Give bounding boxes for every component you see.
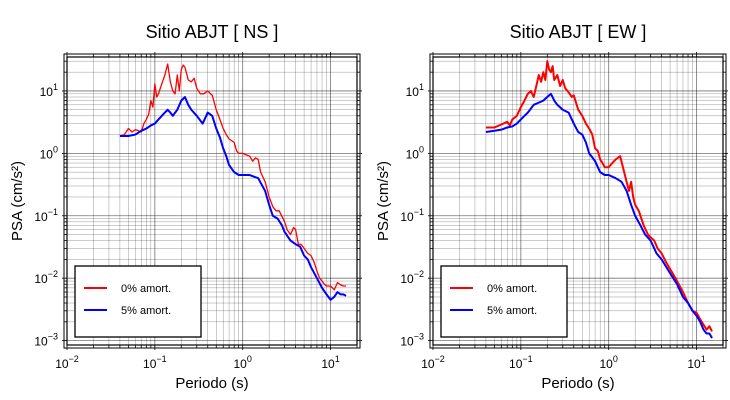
y-tick-label-base: 10 — [400, 272, 414, 286]
y-tick-label-base: 10 — [406, 147, 420, 161]
series-line-1 — [485, 92, 713, 339]
plot-frame — [66, 56, 358, 346]
x-tick-label: 10−2 — [55, 354, 79, 371]
y-tick-label-base: 10 — [400, 210, 414, 224]
y-tick-label: 101 — [40, 82, 58, 99]
y-axis-label: PSA (cm/s²) — [9, 161, 26, 241]
y-tick-label-base: 10 — [40, 85, 54, 99]
x-tick-label-exp: −2 — [69, 354, 79, 364]
x-tick-label: 100 — [600, 354, 618, 371]
y-tick-label-base: 10 — [400, 335, 414, 349]
y-tick-label: 100 — [406, 144, 424, 161]
chart-title: Sitio ABJT [ EW ] — [510, 22, 647, 42]
x-tick-label-exp: 1 — [335, 354, 340, 364]
x-tick-label-exp: −1 — [522, 354, 532, 364]
plot-frame-outer — [429, 53, 727, 349]
x-tick-label-exp: −2 — [435, 354, 445, 364]
y-tick-label: 10−3 — [400, 332, 424, 349]
x-tick-label-base: 10 — [421, 357, 435, 371]
x-tick-label: 10−1 — [509, 354, 533, 371]
x-tick-label-exp: −1 — [156, 354, 166, 364]
legend-label-1: 5% amort. — [487, 305, 537, 317]
plot-frame-outer — [63, 53, 361, 349]
y-tick-label-exp: 1 — [53, 82, 58, 92]
y-tick-label: 10−1 — [400, 207, 424, 224]
y-tick-label-exp: −1 — [48, 207, 58, 217]
y-tick-label: 101 — [406, 82, 424, 99]
y-tick-label-base: 10 — [34, 335, 48, 349]
series-line-1 — [119, 96, 347, 301]
legend-label-1: 5% amort. — [121, 305, 171, 317]
x-tick-label-base: 10 — [234, 357, 248, 371]
x-tick-label-base: 10 — [321, 357, 335, 371]
x-tick-label: 10−1 — [143, 354, 167, 371]
y-tick-label: 10−3 — [34, 332, 58, 349]
x-axis-label: Periodo (s) — [541, 375, 614, 392]
y-tick-label-exp: 0 — [419, 144, 424, 154]
y-tick-label: 10−1 — [34, 207, 58, 224]
y-tick-label-exp: 1 — [419, 82, 424, 92]
y-tick-label-base: 10 — [34, 272, 48, 286]
y-tick-label-exp: −2 — [414, 269, 424, 279]
x-tick-label-exp: 1 — [701, 354, 706, 364]
legend: 0% amort. 5% amort. — [74, 265, 202, 338]
legend-label-0: 0% amort. — [121, 283, 171, 295]
legend-box — [440, 265, 568, 338]
y-tick-label-base: 10 — [406, 85, 420, 99]
y-axis-label: PSA (cm/s²) — [375, 161, 392, 241]
legend-label-0: 0% amort. — [487, 283, 537, 295]
chart-title: Sitio ABJT [ NS ] — [146, 22, 279, 42]
series-line-0 — [485, 60, 713, 332]
legend: 0% amort. 5% amort. — [440, 265, 568, 338]
legend-box — [74, 265, 202, 338]
y-tick-label-exp: −3 — [48, 332, 58, 342]
y-tick-label-exp: 0 — [53, 144, 58, 154]
plot-frame — [432, 56, 724, 346]
x-tick-label: 10−2 — [421, 354, 445, 371]
x-tick-label: 101 — [321, 354, 339, 371]
y-tick-label-exp: −1 — [414, 207, 424, 217]
y-tick-label: 100 — [40, 144, 58, 161]
x-tick-label-base: 10 — [509, 357, 523, 371]
x-tick-label: 100 — [234, 354, 252, 371]
x-tick-label-base: 10 — [600, 357, 614, 371]
series-line-0 — [119, 63, 347, 291]
y-tick-label-base: 10 — [40, 147, 54, 161]
y-tick-label-exp: −3 — [414, 332, 424, 342]
x-tick-label: 101 — [687, 354, 705, 371]
y-tick-label-base: 10 — [34, 210, 48, 224]
x-tick-label-base: 10 — [143, 357, 157, 371]
y-tick-label-exp: −2 — [48, 269, 58, 279]
x-tick-label-exp: 0 — [613, 354, 618, 364]
x-axis-label: Periodo (s) — [175, 375, 248, 392]
y-tick-label: 10−2 — [400, 269, 424, 286]
x-tick-label-base: 10 — [687, 357, 701, 371]
x-tick-label-exp: 0 — [247, 354, 252, 364]
x-tick-label-base: 10 — [55, 357, 69, 371]
y-tick-label: 10−2 — [34, 269, 58, 286]
